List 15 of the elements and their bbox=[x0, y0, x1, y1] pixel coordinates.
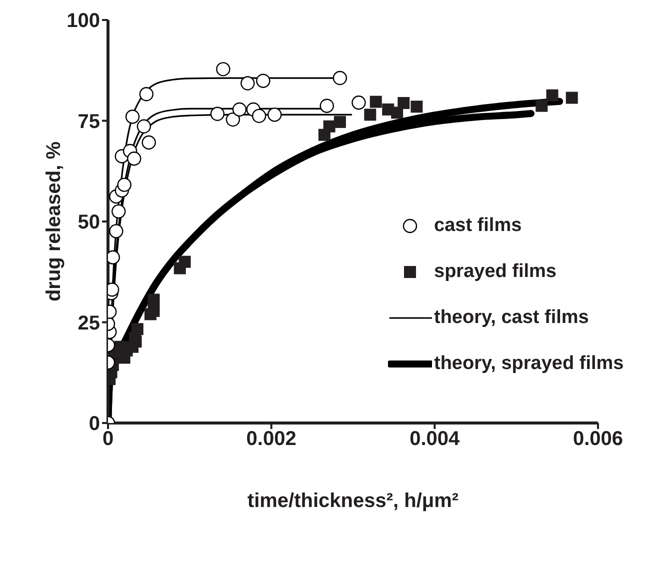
y-tick-label: 100 bbox=[66, 10, 100, 32]
x-tick-label: 0.002 bbox=[246, 428, 296, 450]
x-axis-title: time/thickness², h/μm² bbox=[247, 490, 459, 512]
x-tick-label: 0.006 bbox=[572, 428, 624, 450]
x-tick-label: 0.004 bbox=[410, 428, 461, 450]
x-tick-label: 0 bbox=[102, 428, 114, 450]
y-tick-label: 50 bbox=[78, 212, 100, 234]
y-tick-label: 0 bbox=[88, 413, 100, 436]
y-tick-label: 75 bbox=[78, 110, 100, 133]
legend-label: sprayed films bbox=[434, 261, 556, 283]
y-tick-label: 25 bbox=[78, 312, 100, 334]
legend-label: theory, sprayed films bbox=[434, 353, 624, 375]
y-axis-title: drug released, % bbox=[43, 141, 66, 302]
legend-label: theory, cast films bbox=[434, 307, 589, 329]
legend-label: cast films bbox=[434, 215, 522, 237]
